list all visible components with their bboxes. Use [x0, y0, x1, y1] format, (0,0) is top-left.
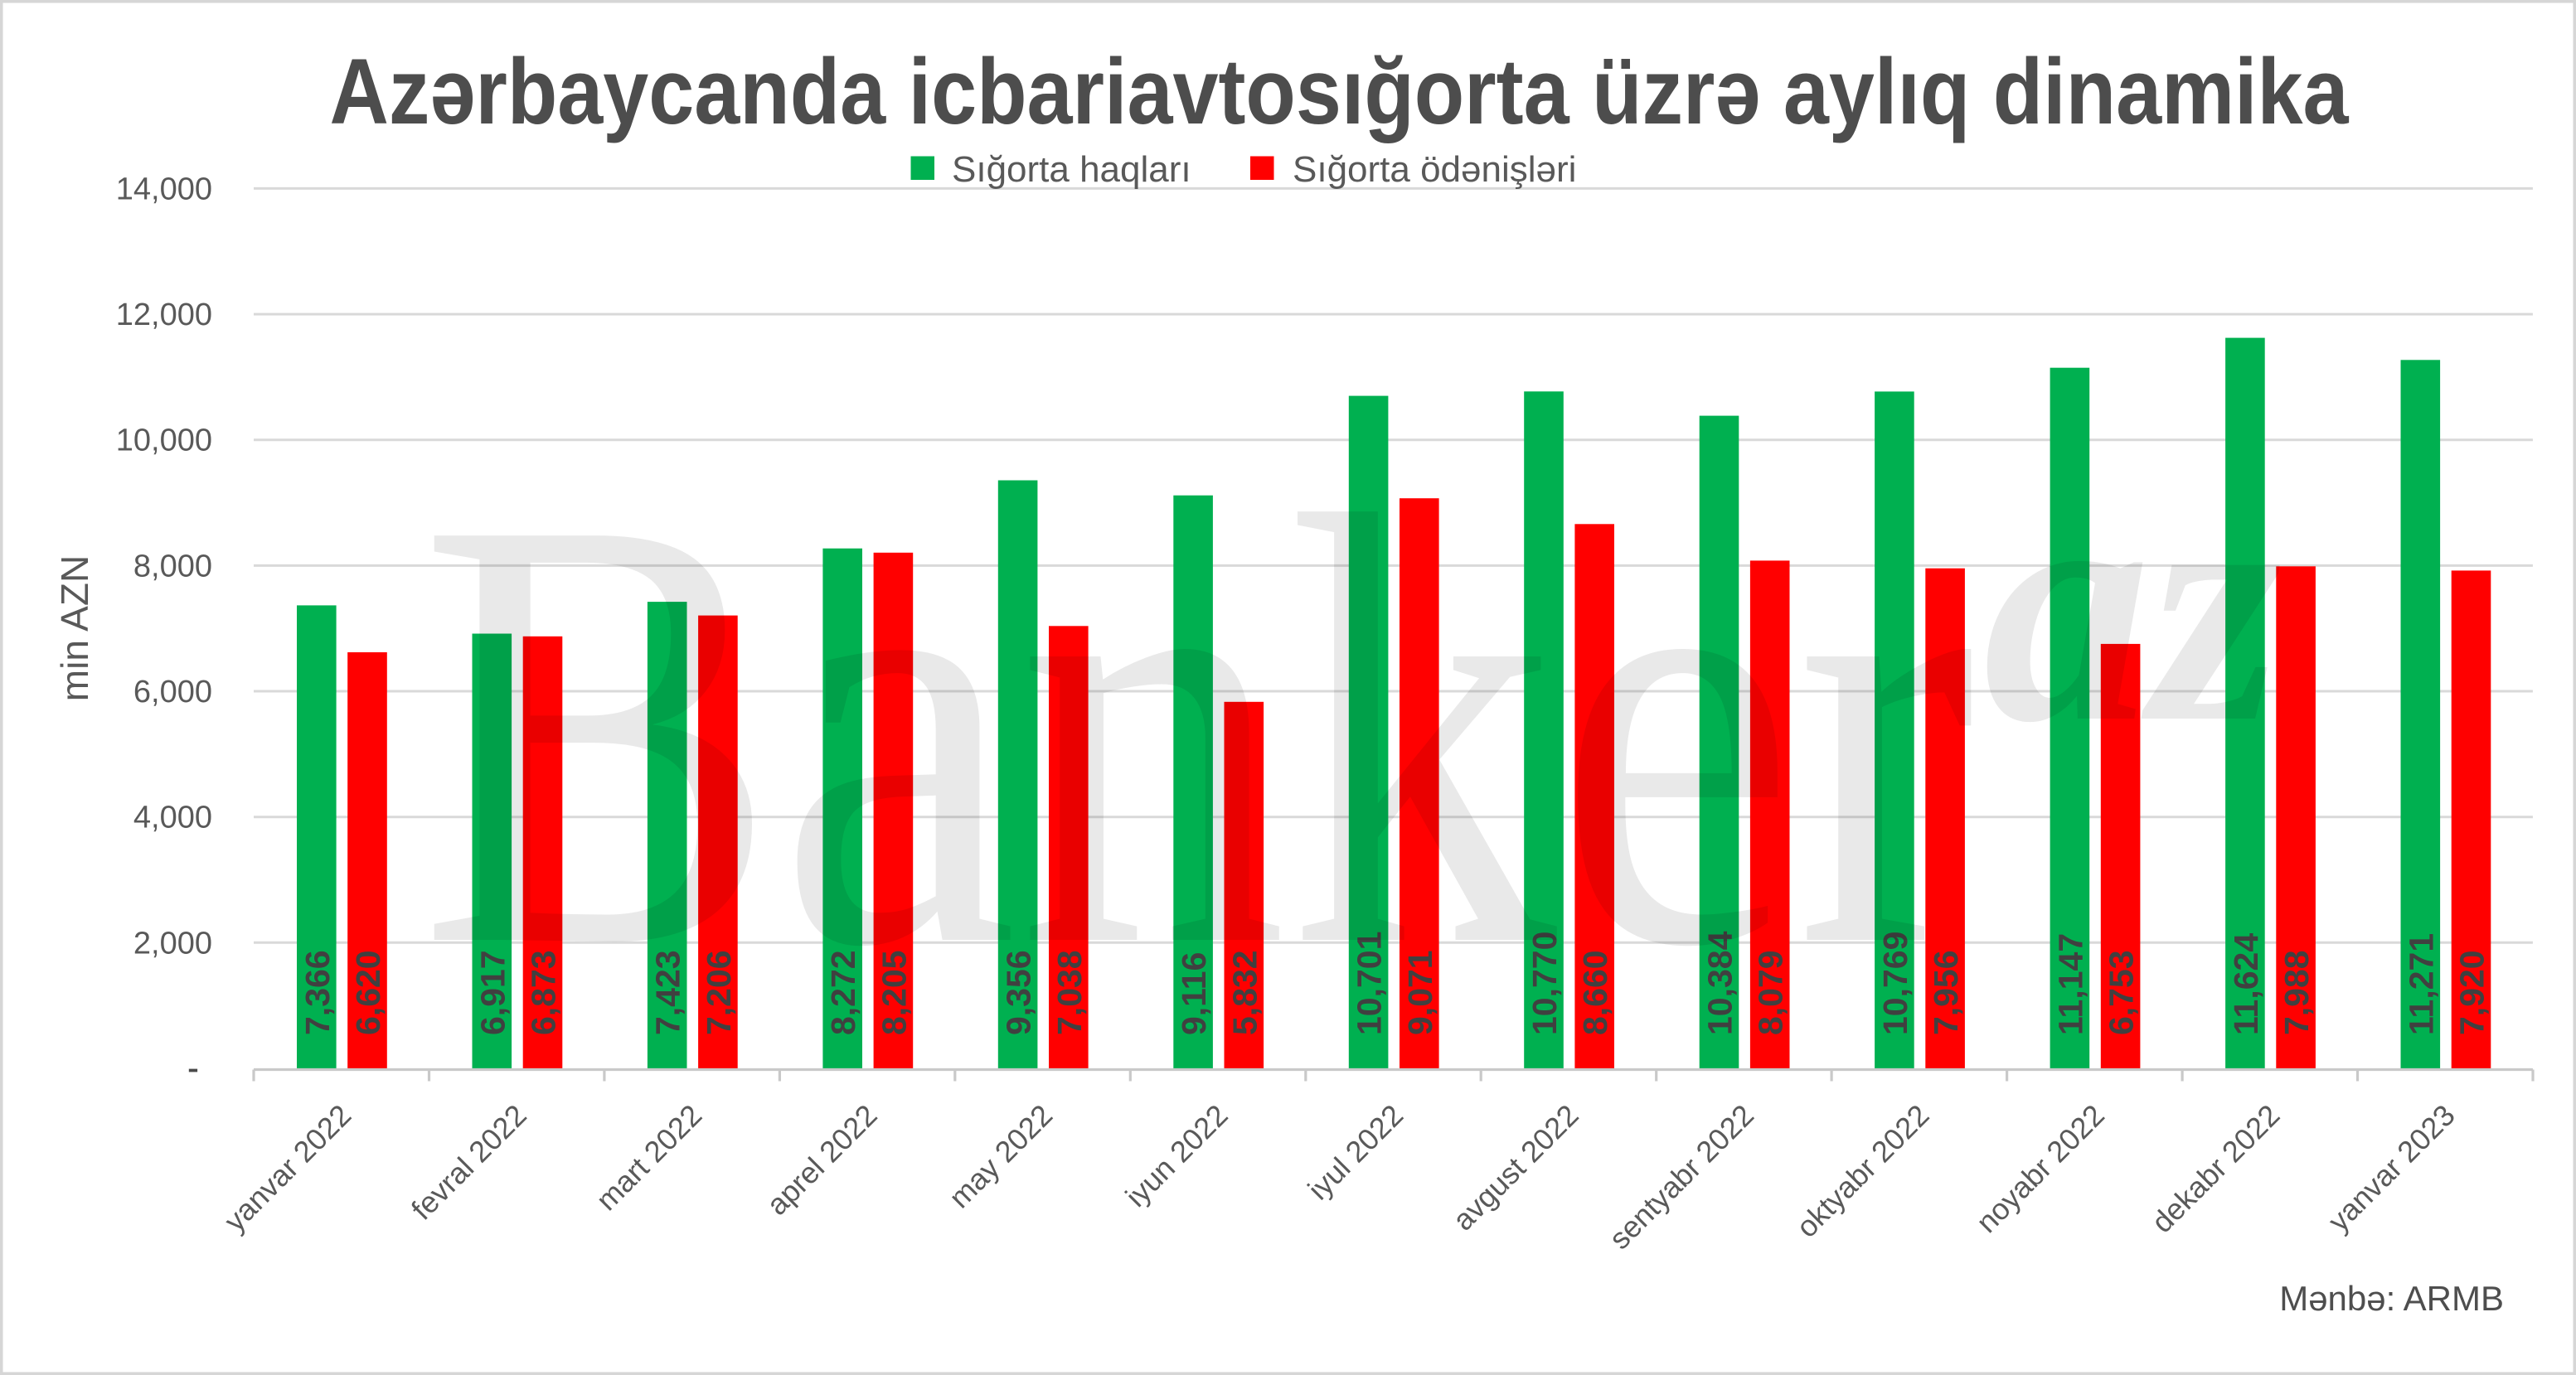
svg-text:7,206: 7,206 [700, 950, 738, 1035]
svg-text:11,271: 11,271 [2402, 933, 2440, 1035]
svg-text:11,147: 11,147 [2051, 933, 2089, 1035]
svg-text:9,356: 9,356 [1000, 950, 1038, 1035]
svg-text:Sığorta haqları: Sığorta haqları [952, 149, 1191, 190]
svg-text:6,620: 6,620 [349, 950, 387, 1035]
svg-text:8,660: 8,660 [1576, 950, 1614, 1035]
svg-text:6,753: 6,753 [2103, 950, 2141, 1035]
svg-text:11,624: 11,624 [2227, 933, 2265, 1035]
svg-text:8,000: 8,000 [133, 549, 212, 583]
svg-text:7,423: 7,423 [649, 950, 687, 1035]
svg-text:10,701: 10,701 [1351, 932, 1389, 1035]
svg-text:9,071: 9,071 [1401, 950, 1439, 1035]
svg-text:7,366: 7,366 [298, 950, 337, 1035]
svg-text:10,000: 10,000 [116, 424, 212, 458]
svg-text:7,920: 7,920 [2453, 950, 2491, 1035]
svg-text:az: az [1983, 421, 2282, 792]
svg-text:Azərbaycanda icbariavtosığorta: Azərbaycanda icbariavtosığorta üzrə aylı… [330, 40, 2350, 143]
svg-text:Sığorta ödənişləri: Sığorta ödənişləri [1293, 149, 1576, 190]
svg-text:4,000: 4,000 [133, 801, 212, 835]
svg-text:8,272: 8,272 [824, 950, 862, 1035]
svg-text:6,873: 6,873 [525, 950, 563, 1035]
svg-text:8,205: 8,205 [875, 950, 913, 1035]
svg-text:5,832: 5,832 [1225, 950, 1264, 1035]
svg-text:7,038: 7,038 [1050, 950, 1089, 1035]
svg-text:14,000: 14,000 [116, 172, 212, 206]
svg-text:min AZN: min AZN [53, 555, 96, 701]
svg-text:7,988: 7,988 [2278, 950, 2316, 1035]
svg-text:Mənbə: ARMB: Mənbə: ARMB [2279, 1279, 2504, 1318]
svg-text:10,769: 10,769 [1876, 932, 1914, 1035]
svg-text:7,956: 7,956 [1927, 950, 1965, 1035]
svg-text:10,770: 10,770 [1526, 932, 1564, 1035]
svg-text:9,116: 9,116 [1175, 952, 1213, 1035]
svg-text:Banker: Banker [419, 390, 1976, 1074]
svg-text:12,000: 12,000 [116, 298, 212, 332]
svg-text:2,000: 2,000 [133, 926, 212, 961]
svg-text:6,917: 6,917 [473, 950, 512, 1035]
svg-text:10,384: 10,384 [1701, 931, 1739, 1035]
svg-text:6,000: 6,000 [133, 675, 212, 709]
svg-text:8,079: 8,079 [1752, 950, 1790, 1035]
